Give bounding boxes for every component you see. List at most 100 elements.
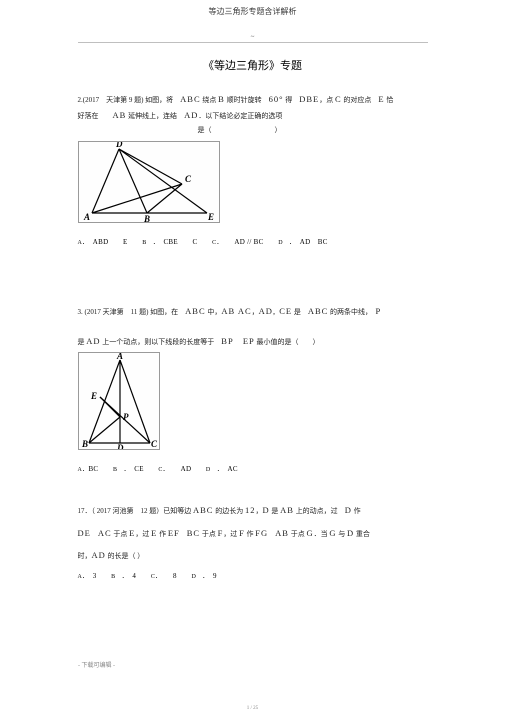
- q17-12: 12: [245, 505, 256, 515]
- q17-a-lbl: A．: [78, 574, 86, 580]
- q17-bc: BC: [187, 528, 200, 538]
- q2-c: C: [335, 94, 342, 104]
- svg-text:E: E: [207, 212, 214, 222]
- q17-ch-a: 3: [93, 572, 97, 580]
- q2-abc: ABC: [180, 94, 200, 104]
- q3-t4: 的两条中线，: [328, 308, 368, 316]
- q2-figure: A B C D E: [78, 141, 220, 223]
- content-area: ~ 《等边三角形》专题 2.(2017 天津第 9 题) 如图，将 ABC 绕点…: [78, 17, 428, 581]
- q2-t6: 恰: [385, 96, 394, 104]
- q17-ch-d: 9: [213, 572, 217, 580]
- q17-d-lbl: D ．: [191, 574, 205, 580]
- q2-ch-c: AD // BC: [234, 238, 263, 246]
- q2-deg: 60°: [269, 94, 284, 104]
- q2-b: B: [218, 94, 225, 104]
- q2-ch-d: AD BC: [300, 238, 328, 246]
- q17-ch-b: 4: [132, 572, 136, 580]
- q17-ab2: AB: [275, 528, 289, 538]
- q2-choices: A． ABD E B ． CBE C C． AD // BC D ． AD BC: [78, 237, 428, 247]
- q2-a-lbl: A．: [78, 240, 86, 246]
- question-3: 3. (2017 天津第 11 题) 如图，在 ABC 中，AB AC，AD, …: [78, 303, 428, 319]
- q17-l2h: ．当: [314, 530, 330, 538]
- q2-c-lbl: C．: [212, 240, 220, 246]
- q3-choices: A．BC B ． CE C． AD D ． AC: [78, 464, 428, 474]
- q3-t2: ，: [252, 308, 259, 316]
- q2-l2a: 好落在: [78, 112, 99, 120]
- svg-text:D: D: [115, 142, 123, 149]
- q17-l3b: 的长是（ ）: [106, 552, 145, 560]
- q2-dbe: DBE: [299, 94, 319, 104]
- svg-text:A: A: [116, 353, 123, 361]
- q17-choices: A． 3 B ． 4 C． 8 D ． 9: [78, 571, 428, 581]
- question-17: 17．（ 2017 河池第 12 题）已知等边 ABC 的边长为 12，D 是 …: [78, 502, 428, 518]
- q17-l2j: 重合: [354, 530, 370, 538]
- divider: [78, 42, 428, 43]
- q3-pre: 3. (2017 天津第 11 题) 如图，在: [78, 308, 186, 316]
- q2-ad: AD: [184, 110, 198, 120]
- q3-a-lbl: A．: [78, 467, 89, 473]
- main-title: 《等边三角形》专题: [78, 57, 428, 73]
- svg-text:B: B: [81, 439, 88, 449]
- q17-t4: 上的动点，过: [294, 507, 345, 515]
- svg-text:P: P: [123, 412, 129, 422]
- q17-l2f: 作: [245, 530, 256, 538]
- svg-text:C: C: [185, 174, 192, 184]
- svg-text:C: C: [151, 439, 158, 449]
- q17-d2: D: [345, 505, 352, 515]
- q17-c-lbl: C．: [151, 574, 159, 580]
- page: 等边三角形专题含详解析 ~ 《等边三角形》专题 2.(2017 天津第 9 题)…: [0, 0, 505, 714]
- q17-ef: EF: [168, 528, 180, 538]
- q17-abc: ABC: [193, 505, 213, 515]
- q3-l2a: 是: [78, 338, 87, 346]
- q3-t1: 中，: [206, 308, 222, 316]
- q3-l2c: 最小值的是（ ）: [255, 338, 320, 346]
- svg-text:E: E: [90, 391, 97, 401]
- q17-ch-c: 8: [173, 572, 177, 580]
- q17-ad: AD: [92, 550, 106, 560]
- q3-svg: A B C D E P: [79, 353, 159, 449]
- q3-figure: A B C D E P: [78, 352, 160, 450]
- question-17-line3: 时，AD 的长是（ ）: [78, 547, 428, 563]
- header-title: 等边三角形专题含详解析: [0, 0, 505, 17]
- q17-l2b: ，过: [135, 530, 151, 538]
- q17-l2g: 于点: [289, 530, 307, 538]
- q2-l3: 是（ ）: [198, 126, 282, 134]
- svg-text:B: B: [143, 214, 150, 222]
- q3-ch-a: BC: [88, 465, 98, 473]
- q17-l2a: 于点: [112, 530, 130, 538]
- q2-text: 2.(2017 天津第 9 题) 如图，将: [78, 96, 181, 104]
- q17-b-lbl: B ．: [111, 574, 125, 580]
- q17-g2: G: [329, 528, 336, 538]
- q17-l2i: 与: [337, 530, 348, 538]
- q3-d-lbl: D ．: [206, 467, 220, 473]
- question-2: 2.(2017 天津第 9 题) 如图，将 ABC 绕点 B 顺时针旋转 60°…: [78, 91, 428, 137]
- q3-c-lbl: C．: [158, 467, 166, 473]
- q2-t3: 得: [283, 96, 299, 104]
- svg-text:D: D: [116, 443, 124, 449]
- q2-d-lbl: D ．: [278, 240, 292, 246]
- q2-ab: AB: [113, 110, 127, 120]
- tilde-mark: ~: [78, 35, 428, 40]
- q3-ch-d: AC: [227, 465, 237, 473]
- q3-ad: AD: [86, 336, 100, 346]
- q3-adce: AD, CE: [259, 306, 292, 316]
- footer-note: - 下载可编辑 -: [78, 660, 115, 669]
- q3-t3: 是: [292, 308, 308, 316]
- page-number: 1 / 25: [0, 706, 505, 711]
- q17-t3: 是: [270, 507, 281, 515]
- q3-p: P: [376, 306, 382, 316]
- q2-ch-b: CBE C: [163, 238, 197, 246]
- q17-l2d: 于点: [200, 530, 218, 538]
- q2-t5: 的对应点: [342, 96, 379, 104]
- svg-text:A: A: [83, 212, 90, 222]
- q3-l2b: 上一个动点，则以下线段的长度等于: [101, 338, 222, 346]
- q2-b-lbl: B ．: [142, 240, 156, 246]
- q3-ch-b: CE: [134, 465, 144, 473]
- question-3-line2: 是 AD 上一个动点，则以下线段的长度等于 BP EP 最小值的是（ ）: [78, 333, 428, 349]
- q17-t1: 的边长为: [213, 507, 245, 515]
- q3-abc: ABC: [185, 306, 205, 316]
- q17-l2c: 作: [157, 530, 168, 538]
- q17-l3a: 时，: [78, 552, 92, 560]
- q17-g: G: [306, 528, 313, 538]
- q17-pre: 17．（ 2017 河池第 12 题）已知等边: [78, 507, 194, 515]
